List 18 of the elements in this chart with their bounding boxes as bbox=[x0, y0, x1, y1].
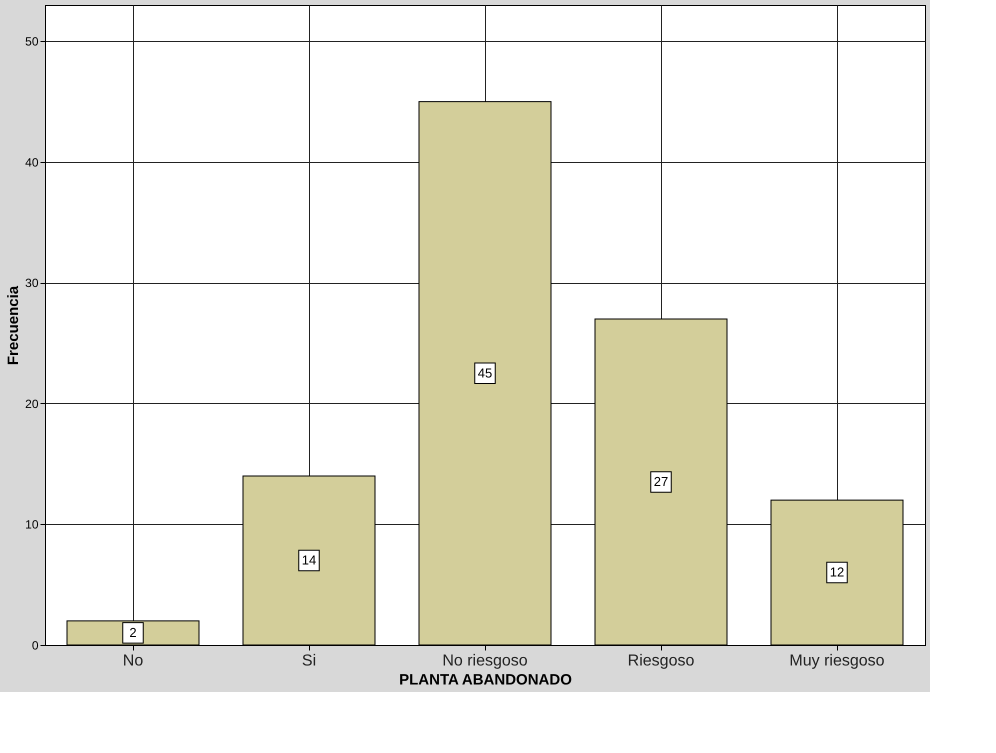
y-tick-label: 50 bbox=[25, 34, 39, 49]
data-label: 45 bbox=[478, 365, 492, 380]
data-label: 14 bbox=[302, 552, 316, 568]
y-tick-label: 40 bbox=[25, 155, 39, 170]
x-tick-label: Si bbox=[302, 652, 316, 670]
y-axis-title: Frecuencia bbox=[5, 285, 22, 366]
x-tick-label: Riesgoso bbox=[628, 652, 694, 670]
x-tick-label: No riesgoso bbox=[442, 652, 528, 670]
data-label: 12 bbox=[830, 564, 844, 580]
x-tick-label: Muy riesgoso bbox=[789, 652, 885, 670]
x-axis-title: PLANTA ABANDONADO bbox=[399, 672, 572, 688]
y-tick-label: 0 bbox=[32, 638, 39, 652]
data-label: 2 bbox=[129, 624, 137, 640]
x-tick-label: No bbox=[122, 652, 144, 670]
y-tick-label: 30 bbox=[25, 276, 39, 290]
y-tick-label: 10 bbox=[25, 518, 39, 532]
y-tick-label: 20 bbox=[25, 396, 39, 411]
data-label: 27 bbox=[654, 474, 668, 489]
